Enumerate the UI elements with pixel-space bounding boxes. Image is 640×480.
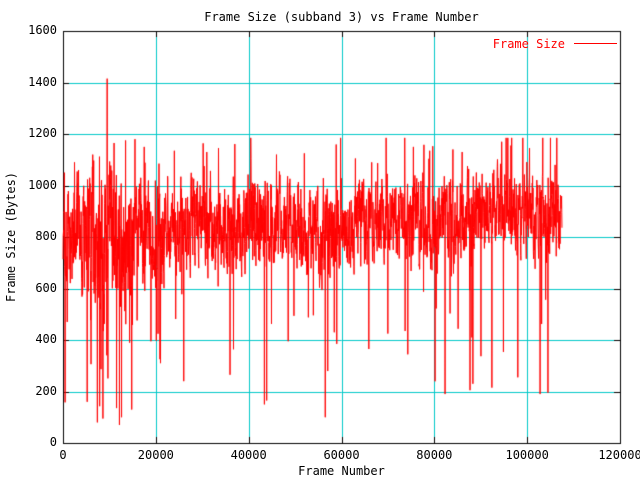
x-tick-label: 20000 [137,448,174,462]
y-tick-label: 1600 [28,23,57,37]
y-tick-label: 1200 [28,126,57,140]
x-tick-label: 40000 [230,448,267,462]
y-tick-label: 0 [49,435,57,449]
y-tick-label: 1400 [28,74,57,89]
x-tick-label: 100000 [505,448,549,462]
y-tick-label: 1000 [28,177,57,192]
chart-title: Frame Size (subband 3) vs Frame Number [204,10,479,24]
y-tick-label: 200 [35,383,57,398]
legend-line-sample [574,43,617,44]
x-tick-label: 0 [59,448,67,462]
x-tick-label: 60000 [323,448,360,462]
x-axis-label: Frame Number [298,464,385,478]
y-tick-label: 800 [35,229,57,243]
x-tick-label: 80000 [416,448,453,462]
y-tick-label: 600 [35,280,57,295]
legend: Frame Size [492,36,617,51]
y-tick-label: 400 [35,332,57,346]
legend-label: Frame Size [492,36,565,51]
x-tick-label: 120000 [598,448,640,462]
